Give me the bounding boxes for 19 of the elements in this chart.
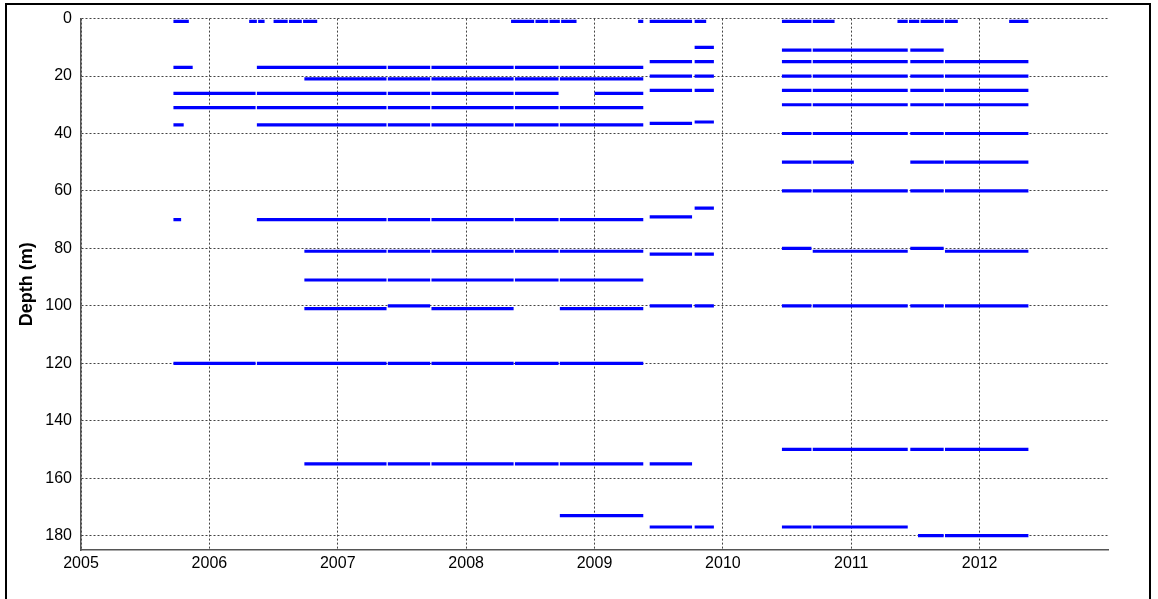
x-tick-label: 2011 [834, 554, 869, 572]
y-tick-label: 180 [45, 526, 73, 544]
x-tick-label: 2005 [63, 554, 99, 572]
x-tick-label: 2010 [705, 554, 741, 572]
y-tick-label: 60 [54, 181, 73, 199]
x-tick-label: 2006 [191, 554, 228, 572]
y-tick-label: 120 [45, 353, 73, 371]
y-tick-label: 80 [54, 238, 73, 256]
x-tick-label: 2012 [961, 554, 998, 572]
x-tick-label: 2009 [576, 554, 613, 572]
y-tick-label: 0 [63, 9, 73, 27]
y-tick-label: 20 [54, 66, 73, 84]
x-tick-label: 2008 [448, 554, 485, 572]
x-tick-label: 2007 [319, 554, 356, 572]
y-tick-label: 100 [45, 296, 73, 314]
y-tick-label: 140 [45, 411, 73, 429]
y-tick-label: 160 [45, 468, 73, 486]
y-tick-label: 40 [54, 123, 73, 141]
y-axis-title: Depth (m) [15, 242, 36, 327]
